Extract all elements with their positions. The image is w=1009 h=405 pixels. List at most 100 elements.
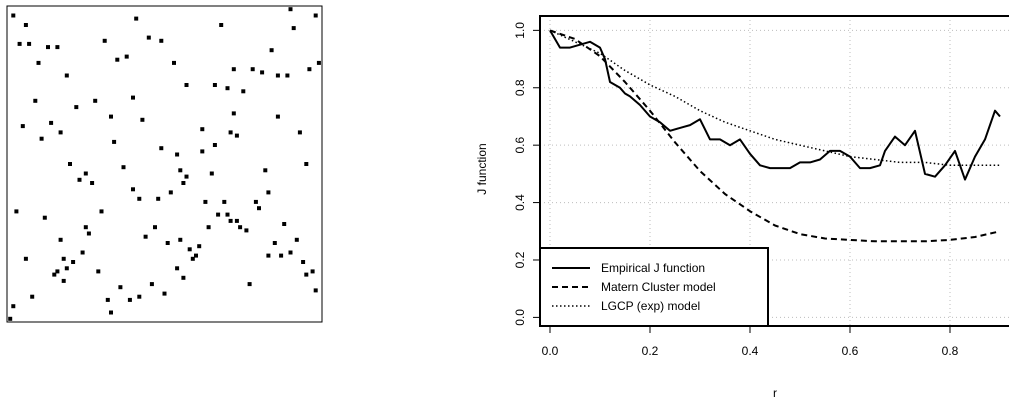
point-pattern-panel: [6, 5, 323, 323]
x-axis: 0.0 0.2 0.4 0.6 0.8: [542, 326, 959, 358]
point: [20, 124, 25, 129]
point: [134, 16, 139, 21]
point: [159, 146, 164, 151]
x-tick-label: 0.8: [942, 344, 959, 358]
point: [118, 285, 123, 290]
point: [184, 83, 189, 87]
point: [137, 294, 142, 299]
j-function-panel: 0.0 0.2 0.4 0.6 0.8 0.0 0.2 0.4 0.6 0.8 1.0 r J f…: [475, 15, 1009, 400]
point: [162, 291, 167, 296]
point: [291, 26, 296, 31]
point: [105, 297, 110, 302]
point: [231, 67, 236, 72]
point: [83, 225, 88, 230]
point: [190, 256, 195, 261]
point: [175, 152, 180, 157]
point: [55, 45, 60, 50]
point: [109, 114, 113, 119]
point-pattern-points: [8, 7, 321, 321]
point: [250, 67, 255, 72]
point: [257, 206, 261, 211]
x-tick-label: 0.6: [842, 344, 859, 358]
point: [74, 105, 79, 110]
point: [61, 256, 66, 261]
point: [307, 67, 312, 72]
point: [14, 209, 19, 214]
point: [313, 288, 318, 293]
point: [285, 73, 290, 78]
point: [11, 13, 16, 18]
point: [137, 196, 142, 201]
legend: Empirical J function Matern Cluster model…: [539, 247, 769, 327]
point: [77, 177, 82, 182]
point: [219, 23, 224, 27]
point: [206, 225, 211, 230]
point: [184, 174, 189, 179]
point: [140, 117, 145, 122]
series-line-1: [549, 29, 1001, 243]
x-tick-label: 0.0: [542, 344, 559, 358]
point: [109, 310, 113, 315]
point: [181, 181, 186, 185]
point: [316, 60, 321, 65]
y-tick-label: 0.2: [513, 251, 527, 268]
point: [36, 60, 41, 65]
point: [175, 266, 180, 271]
y-tick-label: 0.6: [513, 137, 527, 154]
point: [197, 244, 202, 249]
point: [238, 225, 243, 230]
point: [23, 256, 28, 261]
point: [313, 13, 318, 18]
point: [80, 250, 85, 255]
point: [294, 237, 299, 242]
point: [200, 149, 205, 154]
x-tick-label: 0.4: [742, 344, 759, 358]
point: [234, 218, 239, 223]
point: [301, 260, 306, 264]
point: [225, 86, 230, 91]
point: [127, 297, 132, 302]
point: [272, 241, 277, 245]
point: [194, 253, 198, 258]
point: [156, 196, 161, 201]
point: [269, 48, 274, 53]
series-line-2: [549, 29, 1000, 167]
point: [178, 168, 183, 173]
y-axis-label: J function: [475, 143, 489, 194]
point: [131, 187, 135, 192]
point: [149, 282, 154, 287]
point: [231, 111, 236, 116]
point: [121, 165, 126, 170]
x-axis-label: r: [773, 386, 777, 400]
point: [212, 83, 217, 87]
point: [58, 130, 63, 135]
point: [172, 60, 176, 65]
point: [187, 247, 192, 252]
point: [200, 127, 205, 132]
point: [27, 41, 32, 46]
point: [83, 171, 88, 176]
point: [61, 278, 66, 283]
point: [71, 260, 76, 264]
point: [102, 38, 107, 43]
point: [131, 95, 135, 100]
point: [23, 23, 28, 27]
point: [112, 139, 117, 144]
point: [203, 199, 208, 204]
point: [143, 234, 148, 239]
point: [49, 120, 54, 125]
y-axis: 0.0 0.2 0.4 0.6 0.8 1.0: [513, 22, 540, 326]
point: [165, 241, 170, 245]
point: [46, 45, 50, 50]
point: [247, 282, 252, 287]
point: [52, 272, 57, 277]
point: [266, 253, 271, 258]
point: [310, 269, 315, 274]
point: [33, 98, 38, 103]
point: [90, 181, 95, 185]
series-lines: [549, 29, 1001, 243]
point: [288, 250, 293, 255]
point: [241, 89, 246, 94]
point: [39, 136, 44, 141]
